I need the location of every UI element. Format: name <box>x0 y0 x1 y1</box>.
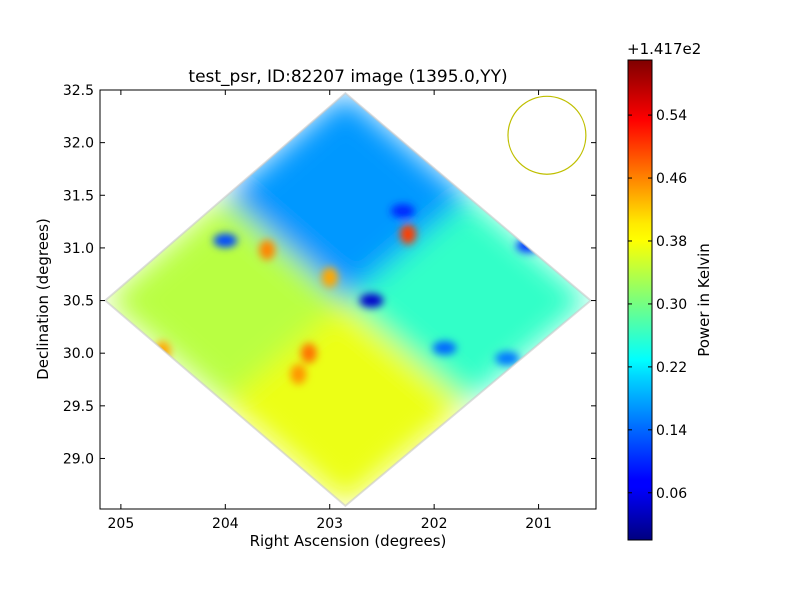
colorbar-offset-text: +1.417e2 <box>627 40 701 58</box>
spot-layer <box>154 204 541 469</box>
plot-area <box>99 89 597 510</box>
y-tick-label: 32.5 <box>63 83 94 99</box>
colorbar-ticks: 0.06 0.14 0.22 0.30 0.38 0.46 0.54 <box>628 108 687 502</box>
hot-spot <box>321 267 338 288</box>
heatmap-image <box>103 91 593 508</box>
colorbar-tick-label: 0.54 <box>656 108 687 124</box>
y-tick-label: 29.5 <box>63 399 94 415</box>
cold-spot <box>359 293 384 308</box>
cold-spot <box>390 204 415 219</box>
footprint-edge <box>103 91 593 508</box>
colorbar-tick-label: 0.30 <box>656 297 687 313</box>
hot-spot <box>400 224 417 245</box>
y-axis: 29.0 29.5 30.0 30.5 31.0 31.5 32.0 32.5 <box>63 83 596 467</box>
y-tick-label: 29.0 <box>63 451 94 467</box>
colorbar-frame <box>627 59 653 541</box>
hot-spot <box>259 240 276 261</box>
y-tick-label: 30.5 <box>63 294 94 310</box>
y-tick-label: 31.0 <box>63 241 94 257</box>
colorbar-tick-label: 0.46 <box>656 171 687 187</box>
x-tick-label: 204 <box>212 516 239 532</box>
plot-frame <box>99 89 597 510</box>
colorbar-label: Power in Kelvin <box>695 243 713 357</box>
colorbar-tick-label: 0.06 <box>656 486 687 502</box>
chart-title: test_psr, ID:82207 image (1395.0,YY) <box>188 67 507 87</box>
beam-circle <box>507 95 587 175</box>
x-axis-label: Right Ascension (degrees) <box>250 532 447 550</box>
colorbar-tick-label: 0.14 <box>656 423 687 439</box>
x-axis: 205 204 203 202 201 <box>108 90 552 532</box>
colorbar-tick-label: 0.22 <box>656 360 687 376</box>
y-tick-label: 31.5 <box>63 188 94 204</box>
cold-spot <box>495 351 520 366</box>
hot-spot <box>300 343 317 364</box>
x-tick-label: 203 <box>316 516 343 532</box>
y-tick-label: 32.0 <box>63 136 94 152</box>
x-tick-label: 202 <box>421 516 448 532</box>
hot-spot <box>290 364 307 385</box>
colorbar-tick-label: 0.38 <box>656 234 687 250</box>
x-tick-label: 201 <box>525 516 552 532</box>
cold-spot <box>432 340 457 355</box>
cold-spot <box>213 233 238 248</box>
colorbar-fill <box>628 60 652 540</box>
colorbar: 0.06 0.14 0.22 0.30 0.38 0.46 0.54 +1.417e2 Po… <box>627 40 713 541</box>
y-tick-label: 30.0 <box>63 346 94 362</box>
x-tick-label: 205 <box>108 516 135 532</box>
y-axis-label: Declination (degrees) <box>34 218 52 380</box>
